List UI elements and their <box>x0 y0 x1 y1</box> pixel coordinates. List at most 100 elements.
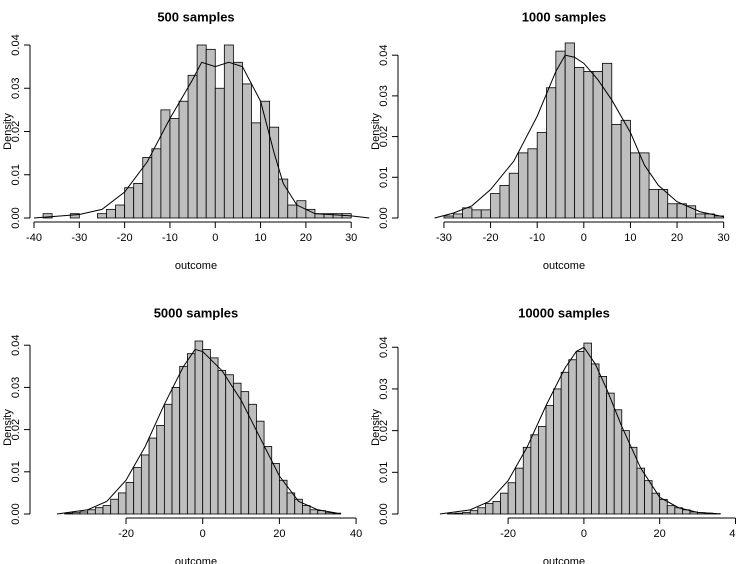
y-tick-label: 0.03 <box>378 378 390 399</box>
y-tick-label: 0.01 <box>378 462 390 483</box>
bar <box>217 370 227 515</box>
bar <box>305 208 316 219</box>
bar <box>302 505 311 515</box>
bar <box>490 193 501 219</box>
x-tick-label: -20 <box>500 528 516 540</box>
bar <box>500 492 509 515</box>
bar <box>248 403 257 515</box>
chart-title: 500 samples <box>157 9 234 24</box>
y-axis-label: Density <box>370 113 382 150</box>
x-tick-label: -20 <box>118 528 134 540</box>
bar <box>133 467 142 515</box>
y-tick-label: 0.04 <box>10 34 22 55</box>
bar <box>592 71 603 219</box>
bar <box>160 109 171 219</box>
x-tick-label: 0 <box>581 528 587 540</box>
bar <box>69 213 80 219</box>
x-tick-label: -30 <box>71 232 87 244</box>
bar <box>278 178 289 219</box>
bar <box>97 213 107 219</box>
bar <box>644 480 653 515</box>
bar <box>140 454 150 515</box>
bar <box>117 492 127 515</box>
bar <box>621 430 630 515</box>
bar <box>242 83 252 219</box>
bar <box>325 512 334 515</box>
x-tick-label: 30 <box>718 232 730 244</box>
bar <box>194 340 204 515</box>
bar <box>87 509 96 515</box>
y-tick-label: 0.04 <box>378 44 390 65</box>
bar <box>255 420 265 515</box>
bar <box>240 391 250 515</box>
histogram-panel: 1000 samples outcome Density -30 -20 -10 0 10 20… <box>370 9 730 271</box>
bar <box>42 213 53 219</box>
bar <box>271 462 280 515</box>
x-tick-label: -20 <box>117 232 133 244</box>
y-tick-label: 0.02 <box>378 126 390 147</box>
bar <box>606 392 615 515</box>
y-axis-label: Density <box>2 409 14 446</box>
bar <box>659 499 668 515</box>
bar <box>518 152 529 219</box>
x-axis-label: outcome <box>543 556 585 564</box>
y-axis-label: Density <box>2 113 14 150</box>
histogram-panel: 500 samples outcome Density -40 -30 -20 -10 0 10… <box>2 9 370 272</box>
bar <box>163 403 173 515</box>
bar <box>620 119 631 219</box>
y-tick-label: 0.04 <box>378 337 390 358</box>
bar <box>443 215 454 219</box>
y-tick-label: 0.00 <box>378 503 390 524</box>
bar <box>536 132 547 219</box>
x-tick-label: 0 <box>212 232 218 244</box>
bar <box>71 512 81 515</box>
chart-title: 10000 samples <box>518 305 610 320</box>
bar <box>560 371 570 515</box>
x-tick-label: 30 <box>345 232 357 244</box>
bar <box>591 363 600 515</box>
y-tick-label: 0.02 <box>10 419 22 440</box>
x-tick-label: 40 <box>729 528 736 540</box>
bar <box>469 510 479 515</box>
y-tick-label: 0.01 <box>378 167 390 188</box>
bar <box>666 505 676 515</box>
x-axis-label: outcome <box>175 260 217 272</box>
bar <box>564 42 575 219</box>
bar <box>171 387 181 515</box>
bar <box>636 467 645 515</box>
bar <box>555 50 566 219</box>
bar <box>309 509 319 515</box>
x-tick-label: 40 <box>350 528 362 540</box>
bar <box>332 213 343 219</box>
bar <box>205 48 216 219</box>
bar <box>685 205 697 219</box>
bar <box>186 353 196 515</box>
y-tick-label: 0.00 <box>10 207 22 228</box>
bar <box>499 185 510 219</box>
y-tick-label: 0.04 <box>10 335 22 356</box>
y-axis-label: Density <box>370 409 382 446</box>
bar <box>480 209 491 219</box>
chart-title: 5000 samples <box>154 305 239 320</box>
bar <box>156 424 165 515</box>
bar <box>232 382 242 515</box>
bar <box>196 44 207 219</box>
y-tick-label: 0.03 <box>378 85 390 106</box>
bar <box>115 204 126 219</box>
x-tick-label: -10 <box>529 232 545 244</box>
histogram-panel: 5000 samples outcome Density -20 0 20 40 0.00 0.… <box>2 305 362 564</box>
bar <box>611 123 622 219</box>
bar <box>471 209 482 219</box>
density-curve <box>33 61 370 219</box>
bar <box>630 152 641 219</box>
density-curve <box>56 348 337 515</box>
x-tick-label: -30 <box>436 232 452 244</box>
bar <box>545 405 554 515</box>
x-tick-label: -40 <box>26 232 42 244</box>
x-axis-label: outcome <box>175 556 217 564</box>
bar <box>225 374 234 515</box>
bar <box>583 342 592 515</box>
bar <box>287 204 298 219</box>
bar <box>477 507 486 515</box>
